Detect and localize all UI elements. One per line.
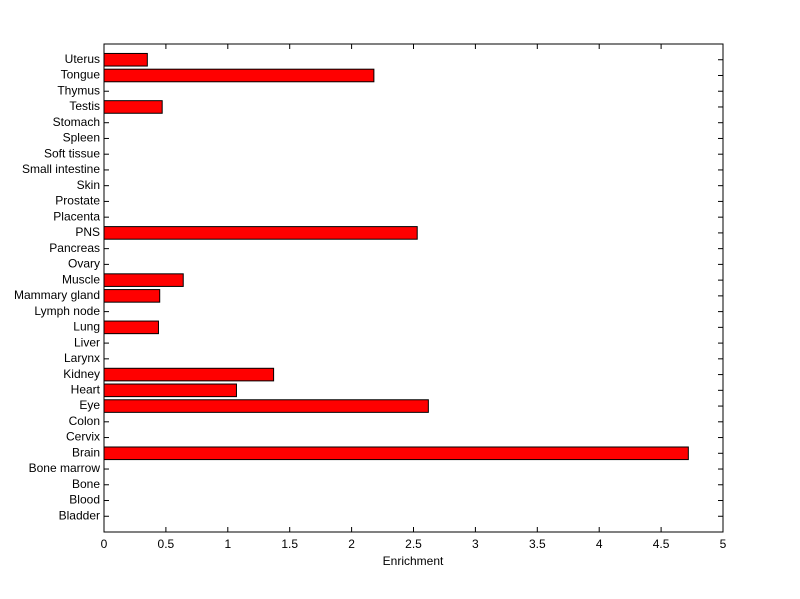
x-tick-label: 3 (472, 537, 479, 551)
x-tick-label: 4 (596, 537, 603, 551)
x-tick-label: 1.5 (281, 537, 298, 551)
y-tick-label: Stomach (53, 115, 100, 129)
y-tick-label: Uterus (65, 52, 100, 66)
bar (103, 226, 418, 240)
x-tick-label: 2 (348, 537, 355, 551)
y-tick-label: Skin (77, 178, 100, 192)
x-tick-label: 1 (224, 537, 231, 551)
y-tick-label: Pancreas (49, 241, 100, 255)
bar (103, 367, 275, 382)
y-tick-label: Soft tissue (44, 146, 100, 160)
bar (103, 52, 148, 67)
bar (103, 273, 184, 287)
x-tick-label: 0.5 (158, 537, 175, 551)
x-tick-label: 0 (101, 537, 108, 551)
y-tick-label: Bladder (59, 508, 100, 522)
y-tick-label: Prostate (55, 194, 100, 208)
y-tick-label: Lung (73, 320, 100, 334)
bar (103, 399, 429, 413)
y-tick-label: Brain (72, 445, 100, 459)
y-tick-label: Placenta (53, 209, 100, 223)
y-tick-label: Small intestine (22, 162, 100, 176)
x-tick-label: 4.5 (653, 537, 670, 551)
y-tick-label: Lymph node (34, 304, 100, 318)
bar (103, 100, 163, 114)
y-tick-label: Tongue (61, 68, 101, 82)
y-tick-label: Colon (69, 414, 100, 428)
y-tick-label: Mammary gland (14, 288, 100, 302)
y-tick-label: Larynx (64, 351, 100, 365)
bar (103, 289, 161, 303)
y-tick-label: Spleen (63, 131, 100, 145)
y-tick-label: Bone (72, 477, 100, 491)
bar (103, 446, 689, 461)
y-tick-label: Kidney (63, 367, 100, 381)
bar (103, 68, 375, 83)
y-tick-label: Muscle (62, 272, 100, 286)
x-tick-label: 3.5 (529, 537, 546, 551)
x-tick-label: 2.5 (405, 537, 422, 551)
y-tick-label: Ovary (68, 257, 100, 271)
y-tick-label: Thymus (57, 83, 100, 97)
y-tick-label: Bone marrow (29, 461, 101, 475)
bar (103, 320, 159, 335)
y-tick-label: Testis (69, 99, 100, 113)
y-tick-label: Heart (71, 382, 101, 396)
x-tick-label: 5 (720, 537, 727, 551)
x-axis-label: Enrichment (383, 554, 444, 568)
y-tick-label: Liver (74, 335, 100, 349)
y-tick-label: PNS (75, 225, 100, 239)
y-tick-label: Eye (79, 398, 100, 412)
y-tick-label: Cervix (66, 430, 100, 444)
y-tick-label: Blood (69, 493, 100, 507)
bar (103, 383, 237, 398)
